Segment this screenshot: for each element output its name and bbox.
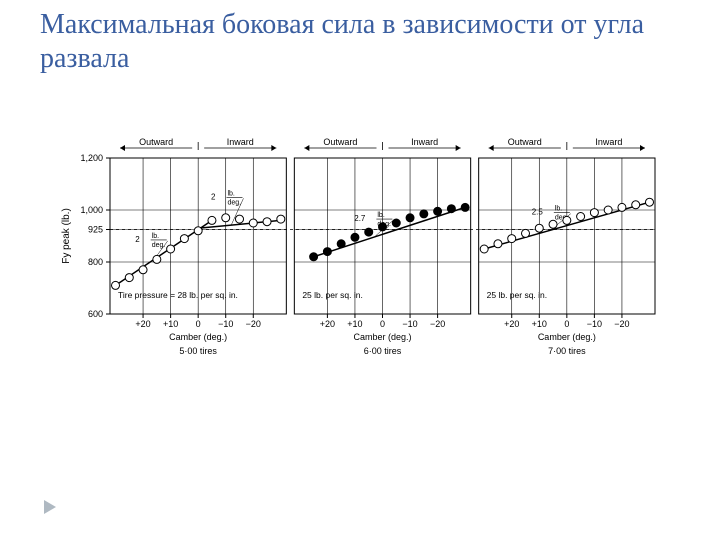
svg-text:−10: −10 (402, 319, 417, 329)
svg-text:Inward: Inward (411, 137, 438, 147)
svg-text:+20: +20 (504, 319, 519, 329)
svg-text:2.7: 2.7 (354, 214, 366, 223)
svg-text:Fy peak (lb.): Fy peak (lb.) (61, 208, 72, 264)
svg-text:925: 925 (88, 225, 103, 235)
svg-text:6·00 tires: 6·00 tires (364, 346, 402, 356)
slope-annotation: 2 lb. deg. (135, 233, 167, 260)
slide: Максимальная боковая сила в зависимости … (0, 0, 720, 540)
svg-text:1,200: 1,200 (80, 153, 103, 163)
svg-text:Camber (deg.): Camber (deg.) (169, 332, 227, 342)
svg-text:deg.: deg. (227, 199, 241, 206)
svg-text:Inward: Inward (227, 137, 254, 147)
svg-text:Outward: Outward (508, 137, 542, 147)
svg-text:lb.: lb. (555, 206, 562, 213)
svg-text:2: 2 (211, 192, 216, 201)
svg-text:5·00 tires: 5·00 tires (179, 346, 217, 356)
svg-text:0: 0 (564, 319, 569, 329)
svg-text:0: 0 (380, 319, 385, 329)
chart-svg: 600 800 925 1,000 1,200 Fy peak (lb.) +20 +10 0 −… (55, 130, 665, 370)
svg-text:Outward: Outward (139, 137, 173, 147)
svg-text:Inward: Inward (595, 137, 622, 147)
svg-text:25 lb. per sq. in.: 25 lb. per sq. in. (487, 290, 547, 300)
svg-text:+10: +10 (347, 319, 362, 329)
svg-text:600: 600 (88, 309, 103, 319)
svg-text:Camber (deg.): Camber (deg.) (353, 332, 411, 342)
svg-text:Tire pressure = 28 lb. per sq.: Tire pressure = 28 lb. per sq. in. (118, 290, 238, 300)
svg-text:2.5: 2.5 (532, 208, 544, 217)
svg-text:+10: +10 (532, 319, 547, 329)
svg-text:+20: +20 (320, 319, 335, 329)
svg-text:Camber (deg.): Camber (deg.) (538, 332, 596, 342)
slide-title: Максимальная боковая сила в зависимости … (40, 8, 680, 75)
svg-text:lb.: lb. (377, 212, 384, 219)
svg-text:−10: −10 (218, 319, 233, 329)
footer-arrow-icon (44, 500, 56, 514)
svg-text:+10: +10 (163, 319, 178, 329)
svg-text:−20: −20 (614, 319, 629, 329)
svg-text:deg.: deg. (152, 242, 166, 249)
svg-text:25 lb. per sq. in.: 25 lb. per sq. in. (302, 290, 362, 300)
svg-text:800: 800 (88, 257, 103, 267)
svg-text:0: 0 (196, 319, 201, 329)
svg-text:1,000: 1,000 (80, 205, 103, 215)
svg-text:−20: −20 (246, 319, 261, 329)
svg-text:lb.: lb. (227, 190, 234, 197)
svg-text:Outward: Outward (323, 137, 357, 147)
svg-text:7·00 tires: 7·00 tires (548, 346, 586, 356)
svg-text:−20: −20 (430, 319, 445, 329)
chart-figure: 600 800 925 1,000 1,200 Fy peak (lb.) +20 +10 0 −… (55, 130, 665, 370)
svg-text:+20: +20 (135, 319, 150, 329)
svg-text:−10: −10 (587, 319, 602, 329)
svg-text:lb.: lb. (152, 233, 159, 240)
svg-text:2: 2 (135, 235, 140, 244)
